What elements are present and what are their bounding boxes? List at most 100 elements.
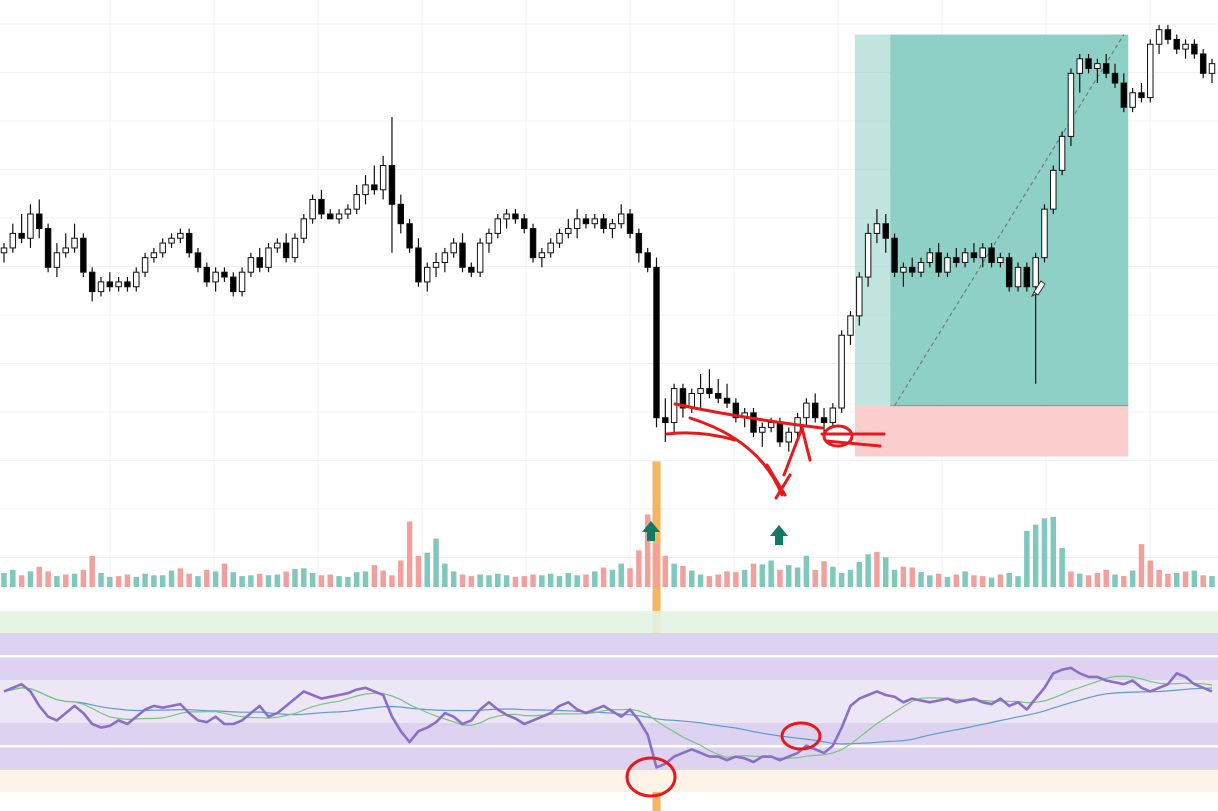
candle-down xyxy=(882,223,889,239)
volume-bar xyxy=(406,521,413,587)
candle-up xyxy=(9,232,17,249)
trend-dashed-line xyxy=(894,34,1125,406)
volume-bar xyxy=(865,554,871,587)
volume-bar xyxy=(733,572,739,587)
volume-bar xyxy=(318,575,325,587)
volume-bar xyxy=(265,575,272,587)
volume-bar xyxy=(195,576,201,587)
volume-bar xyxy=(803,555,810,587)
volume-bar xyxy=(1077,573,1083,587)
volume-bar xyxy=(777,569,783,587)
volume-bar xyxy=(1147,560,1154,587)
volume-bar xyxy=(627,568,633,587)
volume-bar xyxy=(353,572,360,587)
candle-down xyxy=(811,402,819,419)
volume-bar xyxy=(380,570,386,587)
candle-up xyxy=(1032,257,1039,288)
volume-bar xyxy=(1103,569,1109,587)
volume-bar xyxy=(556,576,563,587)
candle-up xyxy=(503,213,510,220)
rsi-oversold-band xyxy=(0,770,1218,792)
volume-bar xyxy=(1165,573,1171,587)
candle-up xyxy=(238,271,246,293)
candle-up xyxy=(556,232,563,244)
candle-down xyxy=(80,237,87,273)
rsi-fast-ma-line xyxy=(3,675,1213,759)
candle-up xyxy=(979,247,986,259)
candle-down xyxy=(662,417,669,424)
candle-down xyxy=(988,247,995,263)
candle-up xyxy=(573,218,581,230)
candle-down xyxy=(908,266,916,273)
volume-bar xyxy=(186,573,192,587)
candle-up xyxy=(274,242,281,249)
candle-down xyxy=(891,237,898,273)
volume-bar xyxy=(107,576,113,587)
volume-bar xyxy=(653,544,660,587)
candle-up xyxy=(609,223,616,230)
volume-bar xyxy=(159,575,166,587)
volume-bar xyxy=(574,575,580,587)
volume-bar xyxy=(124,574,131,587)
volume-bar xyxy=(794,567,801,587)
volume-bar xyxy=(477,574,483,587)
candle-down xyxy=(397,203,405,225)
entry-circle xyxy=(822,424,854,448)
volume-bar xyxy=(274,574,281,587)
volume-bar xyxy=(1050,516,1057,587)
candle-up xyxy=(961,252,969,264)
volume-bar xyxy=(142,573,148,587)
candle-down xyxy=(1005,257,1013,288)
volume-bar xyxy=(883,557,889,587)
volume-bar xyxy=(662,555,669,587)
volume-bar xyxy=(512,576,519,587)
candle-down xyxy=(953,257,960,263)
volume-bar xyxy=(18,575,25,587)
volume-bar xyxy=(177,568,184,587)
candle-down xyxy=(406,223,413,249)
rsi-low-circle xyxy=(625,756,677,798)
candle-down xyxy=(194,252,202,268)
volume-pane xyxy=(1,514,1215,587)
volume-bar xyxy=(503,575,510,587)
candle-down xyxy=(44,228,52,268)
candle-down xyxy=(1085,58,1092,69)
volume-bar xyxy=(697,574,704,587)
volume-bar xyxy=(1041,518,1048,587)
volume-bar xyxy=(1068,571,1074,587)
candle-up xyxy=(309,198,316,220)
candle-down xyxy=(529,228,537,259)
candle-down xyxy=(1023,266,1031,288)
volume-bar xyxy=(248,575,254,587)
volume-bar xyxy=(786,565,792,587)
candle-up xyxy=(353,194,360,210)
volume-bar xyxy=(971,575,977,587)
volume-bar xyxy=(953,574,960,587)
candle-down xyxy=(256,257,263,268)
stop-zone xyxy=(854,405,1129,457)
volume-bar xyxy=(415,555,422,587)
candle-up xyxy=(441,252,449,264)
candle-down xyxy=(582,218,590,225)
volume-bar xyxy=(680,565,686,587)
candle-up xyxy=(838,334,845,409)
candle-down xyxy=(88,271,96,293)
volume-bar xyxy=(521,576,527,587)
candle-down xyxy=(750,412,757,433)
candle-down xyxy=(723,397,731,404)
candle-down xyxy=(820,417,828,424)
volume-bar xyxy=(450,571,457,587)
candle-down xyxy=(626,213,634,234)
volume-bar xyxy=(530,574,536,587)
rsi-overbought-band xyxy=(0,611,1218,633)
candle-up xyxy=(177,232,184,239)
volume-bar xyxy=(689,570,695,587)
rsi-lower-mid-band xyxy=(0,723,1218,745)
candle-up xyxy=(697,388,704,394)
volume-bar xyxy=(935,573,942,587)
candle-up xyxy=(1129,92,1136,108)
candle-up xyxy=(926,252,934,264)
volume-bar xyxy=(768,560,774,587)
